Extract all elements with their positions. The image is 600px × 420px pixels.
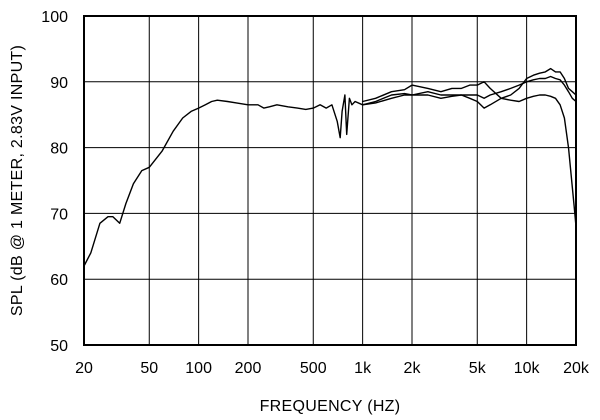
x-tick-labels: 20 50 100 200 500 1k 2k 5k 10k 20k [75, 360, 590, 377]
y-tick-label-70: 70 [50, 206, 68, 223]
y-tick-label-60: 60 [50, 272, 68, 289]
x-tick-label-50: 50 [140, 360, 158, 377]
response-curve-2 [361, 67, 577, 103]
x-tick-label-20k: 20k [563, 360, 590, 377]
x-tick-label-100: 100 [185, 360, 212, 377]
plot-frame [83, 15, 577, 346]
x-tick-label-2k: 2k [404, 360, 422, 377]
series-group [83, 67, 577, 267]
grid [83, 15, 577, 346]
y-tick-label-100: 100 [41, 9, 68, 26]
response-curve-3 [361, 90, 577, 228]
x-tick-label-200: 200 [235, 360, 262, 377]
x-tick-label-10k: 10k [514, 360, 541, 377]
y-axis-label: SPL (dB @ 1 METER, 2.83V INPUT) [9, 45, 26, 316]
x-tick-label-500: 500 [300, 360, 327, 377]
x-axis-label: FREQUENCY (HZ) [260, 398, 401, 415]
y-tick-label-80: 80 [50, 141, 68, 158]
x-tick-label-20: 20 [75, 360, 93, 377]
y-tick-label-90: 90 [50, 75, 68, 92]
y-tick-label-50: 50 [50, 338, 68, 355]
x-tick-label-5k: 5k [469, 360, 487, 377]
response-curve-1 [83, 75, 577, 267]
x-tick-label-1k: 1k [354, 360, 372, 377]
y-tick-labels: 50 60 70 80 90 100 [41, 9, 68, 355]
